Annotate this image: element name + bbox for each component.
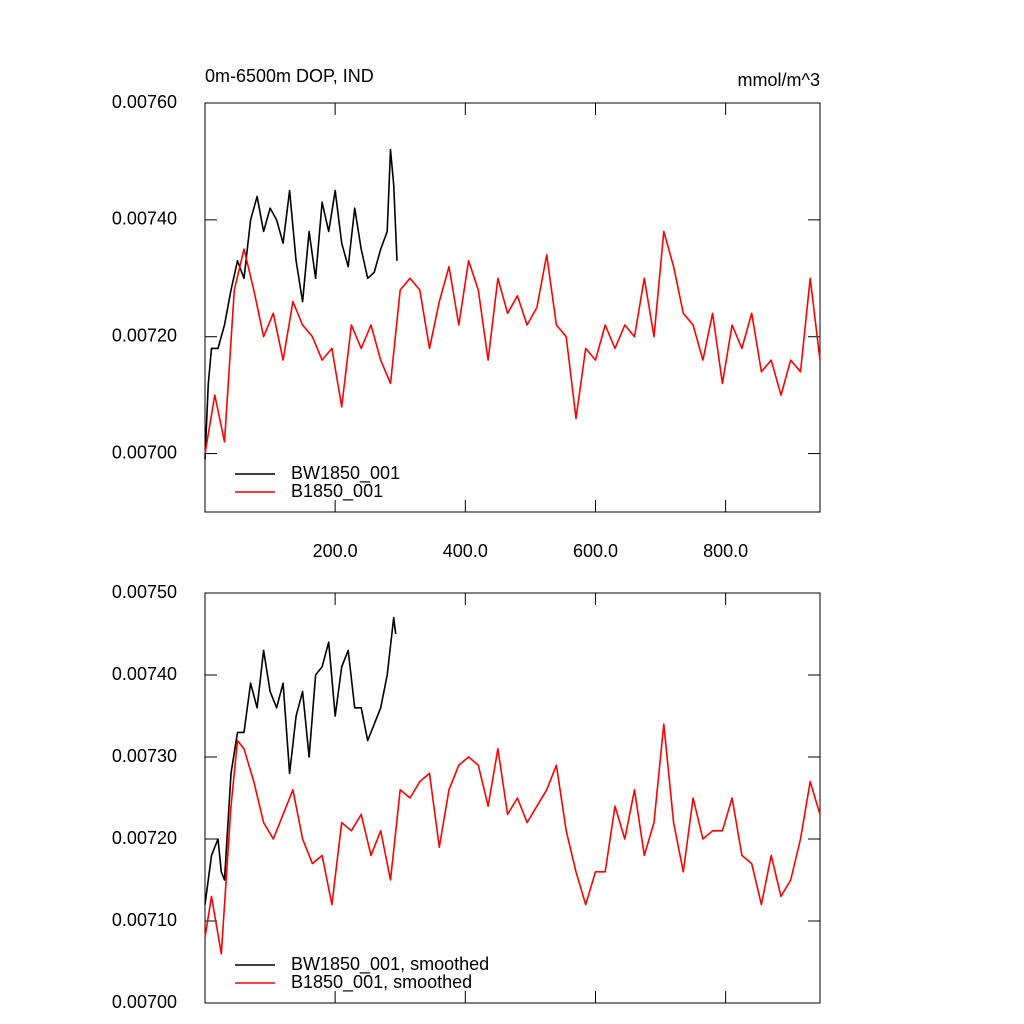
x-tick-label: 200.0: [313, 541, 358, 561]
y-tick-label: 0.00700: [112, 442, 177, 462]
legend-label: BW1850_001: [291, 463, 400, 484]
x-tick-label: 600.0: [573, 541, 618, 561]
y-tick-label: 0.00730: [112, 746, 177, 766]
y-tick-label: 0.00700: [112, 992, 177, 1012]
y-tick-label: 0.00710: [112, 910, 177, 930]
units-label: mmol/m^3: [738, 70, 820, 90]
y-tick-label: 0.00720: [112, 325, 177, 345]
data-line: [204, 616, 397, 905]
y-tick-label: 0.00720: [112, 828, 177, 848]
y-tick-label: 0.00760: [112, 92, 177, 112]
plot-frame: [204, 102, 821, 513]
legend-label: B1850_001, smoothed: [291, 972, 472, 993]
plot-frame: [204, 592, 821, 1004]
y-tick-label: 0.00740: [112, 664, 177, 684]
y-tick-label: 0.00750: [112, 582, 177, 602]
legend-label: BW1850_001, smoothed: [291, 954, 489, 975]
data-line: [204, 148, 398, 460]
legend-label: B1850_001: [291, 481, 383, 502]
x-tick-label: 800.0: [703, 541, 748, 561]
y-tick-label: 0.00740: [112, 209, 177, 229]
x-tick-label: 400.0: [443, 541, 488, 561]
chart-title: 0m-6500m DOP, IND: [205, 66, 374, 86]
data-line: [204, 723, 821, 955]
data-line: [204, 230, 821, 454]
